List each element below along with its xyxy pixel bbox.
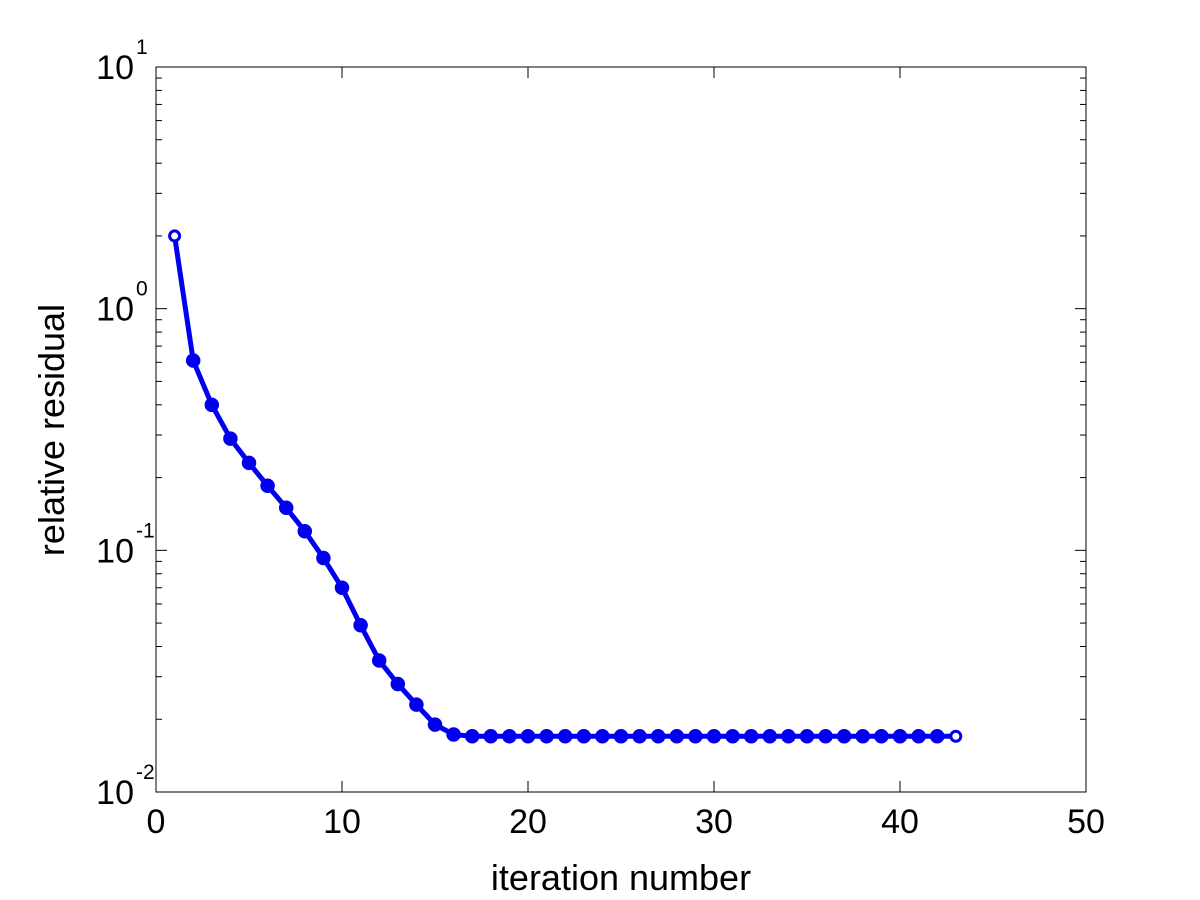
x-tick-label: 20 [509,803,547,841]
data-point [650,729,666,744]
data-point [185,353,201,368]
data-point [464,729,480,744]
data-point [892,729,908,744]
data-point [446,727,461,742]
data-point [576,729,592,744]
plot-area-frame [155,66,1087,793]
data-point [223,431,238,446]
x-tick-label: 30 [695,803,733,841]
y-tick-label: 10 [96,49,134,87]
data-point [427,717,443,732]
data-point [595,729,610,744]
series-layer [168,229,963,744]
data-point [241,455,257,471]
y-tick-label: 10 [96,291,134,329]
data-point [781,729,796,744]
y-tick-label: 10 [96,774,134,812]
data-point [855,729,871,744]
data-point [929,729,945,744]
data-point [539,729,554,744]
data-point [725,729,740,744]
y-axis-label: relative residual [31,304,72,556]
data-point [353,617,368,633]
x-tick-label: 10 [323,803,361,841]
y-tick-exponent: -2 [136,761,155,784]
data-point [762,729,778,744]
data-point [688,729,703,744]
data-point [557,729,573,744]
data-point [632,729,647,744]
data-point [204,397,220,413]
data-point [502,729,517,744]
y-tick-exponent: -1 [136,519,155,542]
data-point [168,229,182,243]
ticks-layer [155,66,1087,793]
data-point [390,676,406,692]
data-point [316,550,331,566]
data-point [911,729,926,744]
x-axis-label: iteration number [491,857,751,898]
x-tick-label: 50 [1067,803,1105,841]
data-point [371,653,387,668]
y-tick-exponent: 1 [136,36,148,59]
x-tick-label: 0 [147,803,166,841]
data-point [743,729,759,744]
data-point [334,580,350,596]
data-point [818,729,833,744]
data-point [706,729,722,744]
data-point [409,697,424,712]
data-point [483,729,499,744]
data-point [669,729,685,744]
data-point [278,500,294,516]
data-point [520,729,536,744]
data-point [297,523,313,539]
data-point [949,729,963,743]
data-point [613,729,629,744]
data-point [799,729,815,744]
series-line [172,233,959,739]
y-tick-label: 10 [96,532,134,570]
data-point [836,729,852,744]
x-tick-label: 40 [881,803,919,841]
data-point [874,729,889,744]
y-tick-exponent: 0 [136,278,148,301]
data-point [260,478,275,494]
